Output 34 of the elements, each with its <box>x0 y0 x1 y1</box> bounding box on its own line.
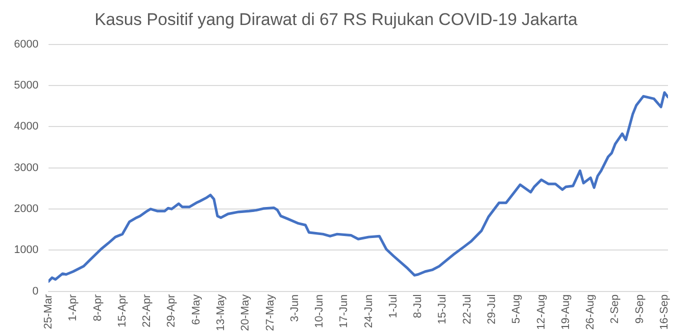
x-tick-label: 29-Apr <box>166 294 178 328</box>
chart-title: Kasus Positif yang Dirawat di 67 RS Rujukan COVID-19 Jakarta <box>94 10 578 29</box>
x-tick-label: 2-Sep <box>609 294 622 324</box>
y-tick-label: 5000 <box>14 80 38 92</box>
x-tick-label: 15-Apr <box>116 294 128 328</box>
x-tick-label: 29-Jul <box>486 294 498 324</box>
y-tick-label: 6000 <box>14 38 38 50</box>
x-tick-label: 1-Apr <box>67 294 80 322</box>
x-tick-label: 20-May <box>240 294 252 332</box>
x-tick-label: 6-May <box>190 294 202 325</box>
x-tick-label: 26-Aug <box>584 294 597 330</box>
x-tick-label: 3-Jun <box>288 294 301 322</box>
x-tick-label: 13-May <box>214 294 227 332</box>
x-tick-label: 5-Aug <box>510 294 523 324</box>
x-tick-label: 8-Jul <box>412 294 424 318</box>
x-tick-label: 9-Sep <box>634 294 646 324</box>
x-tick-label: 22-Apr <box>141 294 154 328</box>
x-tick-label: 1-Jul <box>387 294 400 318</box>
x-tick-label: 22-Jul <box>461 294 474 324</box>
x-tick-label: 15-Jul <box>436 294 449 324</box>
x-tick-label: 8-Apr <box>92 294 104 322</box>
x-tick-label: 16-Sep <box>658 294 671 330</box>
x-tick-label: 25-Mar <box>42 294 54 330</box>
y-tick-label: 4000 <box>14 120 38 133</box>
x-tick-label: 12-Aug <box>535 294 548 330</box>
x-tick-label: 10-Jun <box>314 294 326 328</box>
y-tick-label: 0 <box>32 285 38 298</box>
y-tick-label: 2000 <box>14 203 38 216</box>
x-tick-label: 24-Jun <box>362 294 375 328</box>
x-tick-label: 27-May <box>264 294 276 332</box>
x-tick-label: 17-Jun <box>338 294 350 328</box>
y-tick-label: 3000 <box>14 162 38 174</box>
x-tick-label: 19-Aug <box>560 294 572 330</box>
y-tick-label: 1000 <box>14 244 38 256</box>
